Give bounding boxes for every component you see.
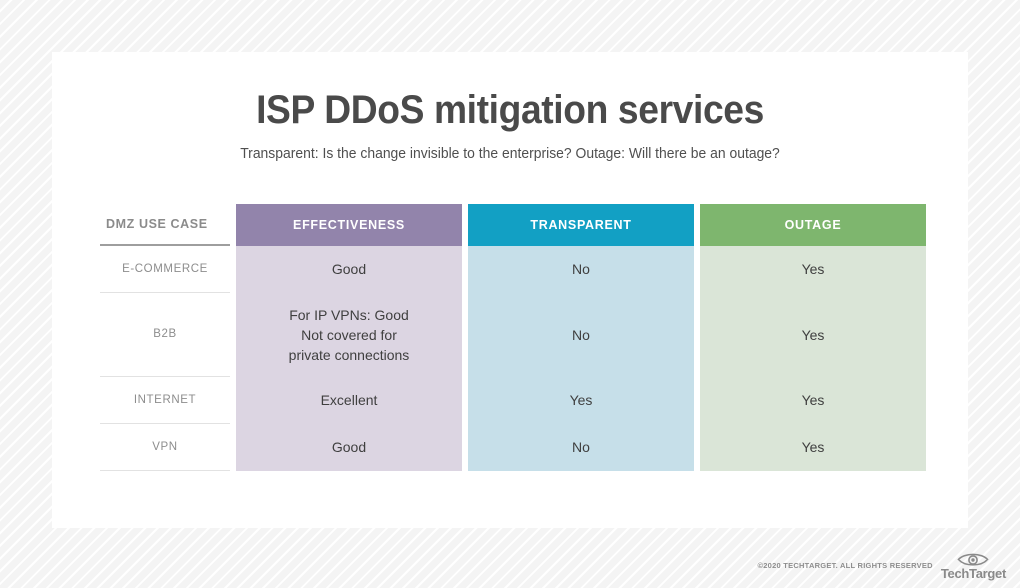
cell-transparent: Yes bbox=[468, 377, 694, 424]
cell-outage: Yes bbox=[700, 293, 926, 377]
cell-effectiveness: Good bbox=[236, 246, 462, 293]
comparison-table: DMZ USE CASE EFFECTIVENESS TRANSPARENT O… bbox=[94, 204, 932, 471]
cell-outage: Yes bbox=[700, 424, 926, 471]
comparison-table-wrapper: DMZ USE CASE EFFECTIVENESS TRANSPARENT O… bbox=[100, 204, 926, 471]
cell-transparent: No bbox=[468, 246, 694, 293]
cell-outage: Yes bbox=[700, 246, 926, 293]
cell-transparent: No bbox=[468, 293, 694, 377]
cell-transparent: No bbox=[468, 424, 694, 471]
cell-line: private connections bbox=[288, 347, 410, 364]
cell-line: Not covered for bbox=[301, 326, 397, 343]
cell-effectiveness-lines: Excellent bbox=[236, 390, 462, 410]
copyright-text: ©2020 TECHTARGET. ALL RIGHTS RESERVED bbox=[757, 561, 933, 570]
cell-line: Good bbox=[331, 261, 367, 278]
cell-effectiveness: Excellent bbox=[236, 377, 462, 424]
content-card: ISP DDoS mitigation services Transparent… bbox=[52, 52, 968, 528]
table-header-row: DMZ USE CASE EFFECTIVENESS TRANSPARENT O… bbox=[100, 204, 926, 246]
footer: ©2020 TECHTARGET. ALL RIGHTS RESERVED Te… bbox=[757, 551, 1006, 580]
cell-effectiveness-lines: Good bbox=[236, 437, 462, 457]
cell-use-case: B2B bbox=[100, 293, 230, 377]
cell-line: Excellent bbox=[320, 392, 378, 409]
column-header-effectiveness: EFFECTIVENESS bbox=[236, 204, 462, 246]
cell-effectiveness: For IP VPNs: Good Not covered for privat… bbox=[236, 293, 462, 377]
cell-use-case: E-COMMERCE bbox=[100, 246, 230, 293]
cell-use-case: VPN bbox=[100, 424, 230, 471]
techtarget-logo: TechTarget bbox=[941, 551, 1006, 580]
table-body: E-COMMERCE Good No Yes B2B For IP VPNs: … bbox=[100, 246, 926, 471]
column-header-use-case: DMZ USE CASE bbox=[100, 204, 230, 246]
cell-effectiveness-lines: For IP VPNs: Good Not covered for privat… bbox=[236, 305, 462, 366]
column-header-transparent: TRANSPARENT bbox=[468, 204, 694, 246]
techtarget-wordmark: TechTarget bbox=[940, 566, 1006, 581]
cell-use-case: INTERNET bbox=[100, 377, 230, 424]
cell-outage: Yes bbox=[700, 377, 926, 424]
table-row: B2B For IP VPNs: Good Not covered for pr… bbox=[100, 293, 926, 377]
table-row: VPN Good No Yes bbox=[100, 424, 926, 471]
cell-effectiveness-lines: Good bbox=[236, 259, 462, 279]
cell-effectiveness: Good bbox=[236, 424, 462, 471]
page-title: ISP DDoS mitigation services bbox=[256, 88, 764, 132]
cell-line: Good bbox=[331, 439, 367, 456]
eye-icon bbox=[957, 553, 990, 566]
table-header: DMZ USE CASE EFFECTIVENESS TRANSPARENT O… bbox=[100, 204, 926, 246]
table-row: INTERNET Excellent Yes Yes bbox=[100, 377, 926, 424]
page-subtitle: Transparent: Is the change invisible to … bbox=[240, 146, 780, 162]
cell-line: For IP VPNs: Good bbox=[289, 306, 409, 323]
column-header-outage: OUTAGE bbox=[700, 204, 926, 246]
table-row: E-COMMERCE Good No Yes bbox=[100, 246, 926, 293]
